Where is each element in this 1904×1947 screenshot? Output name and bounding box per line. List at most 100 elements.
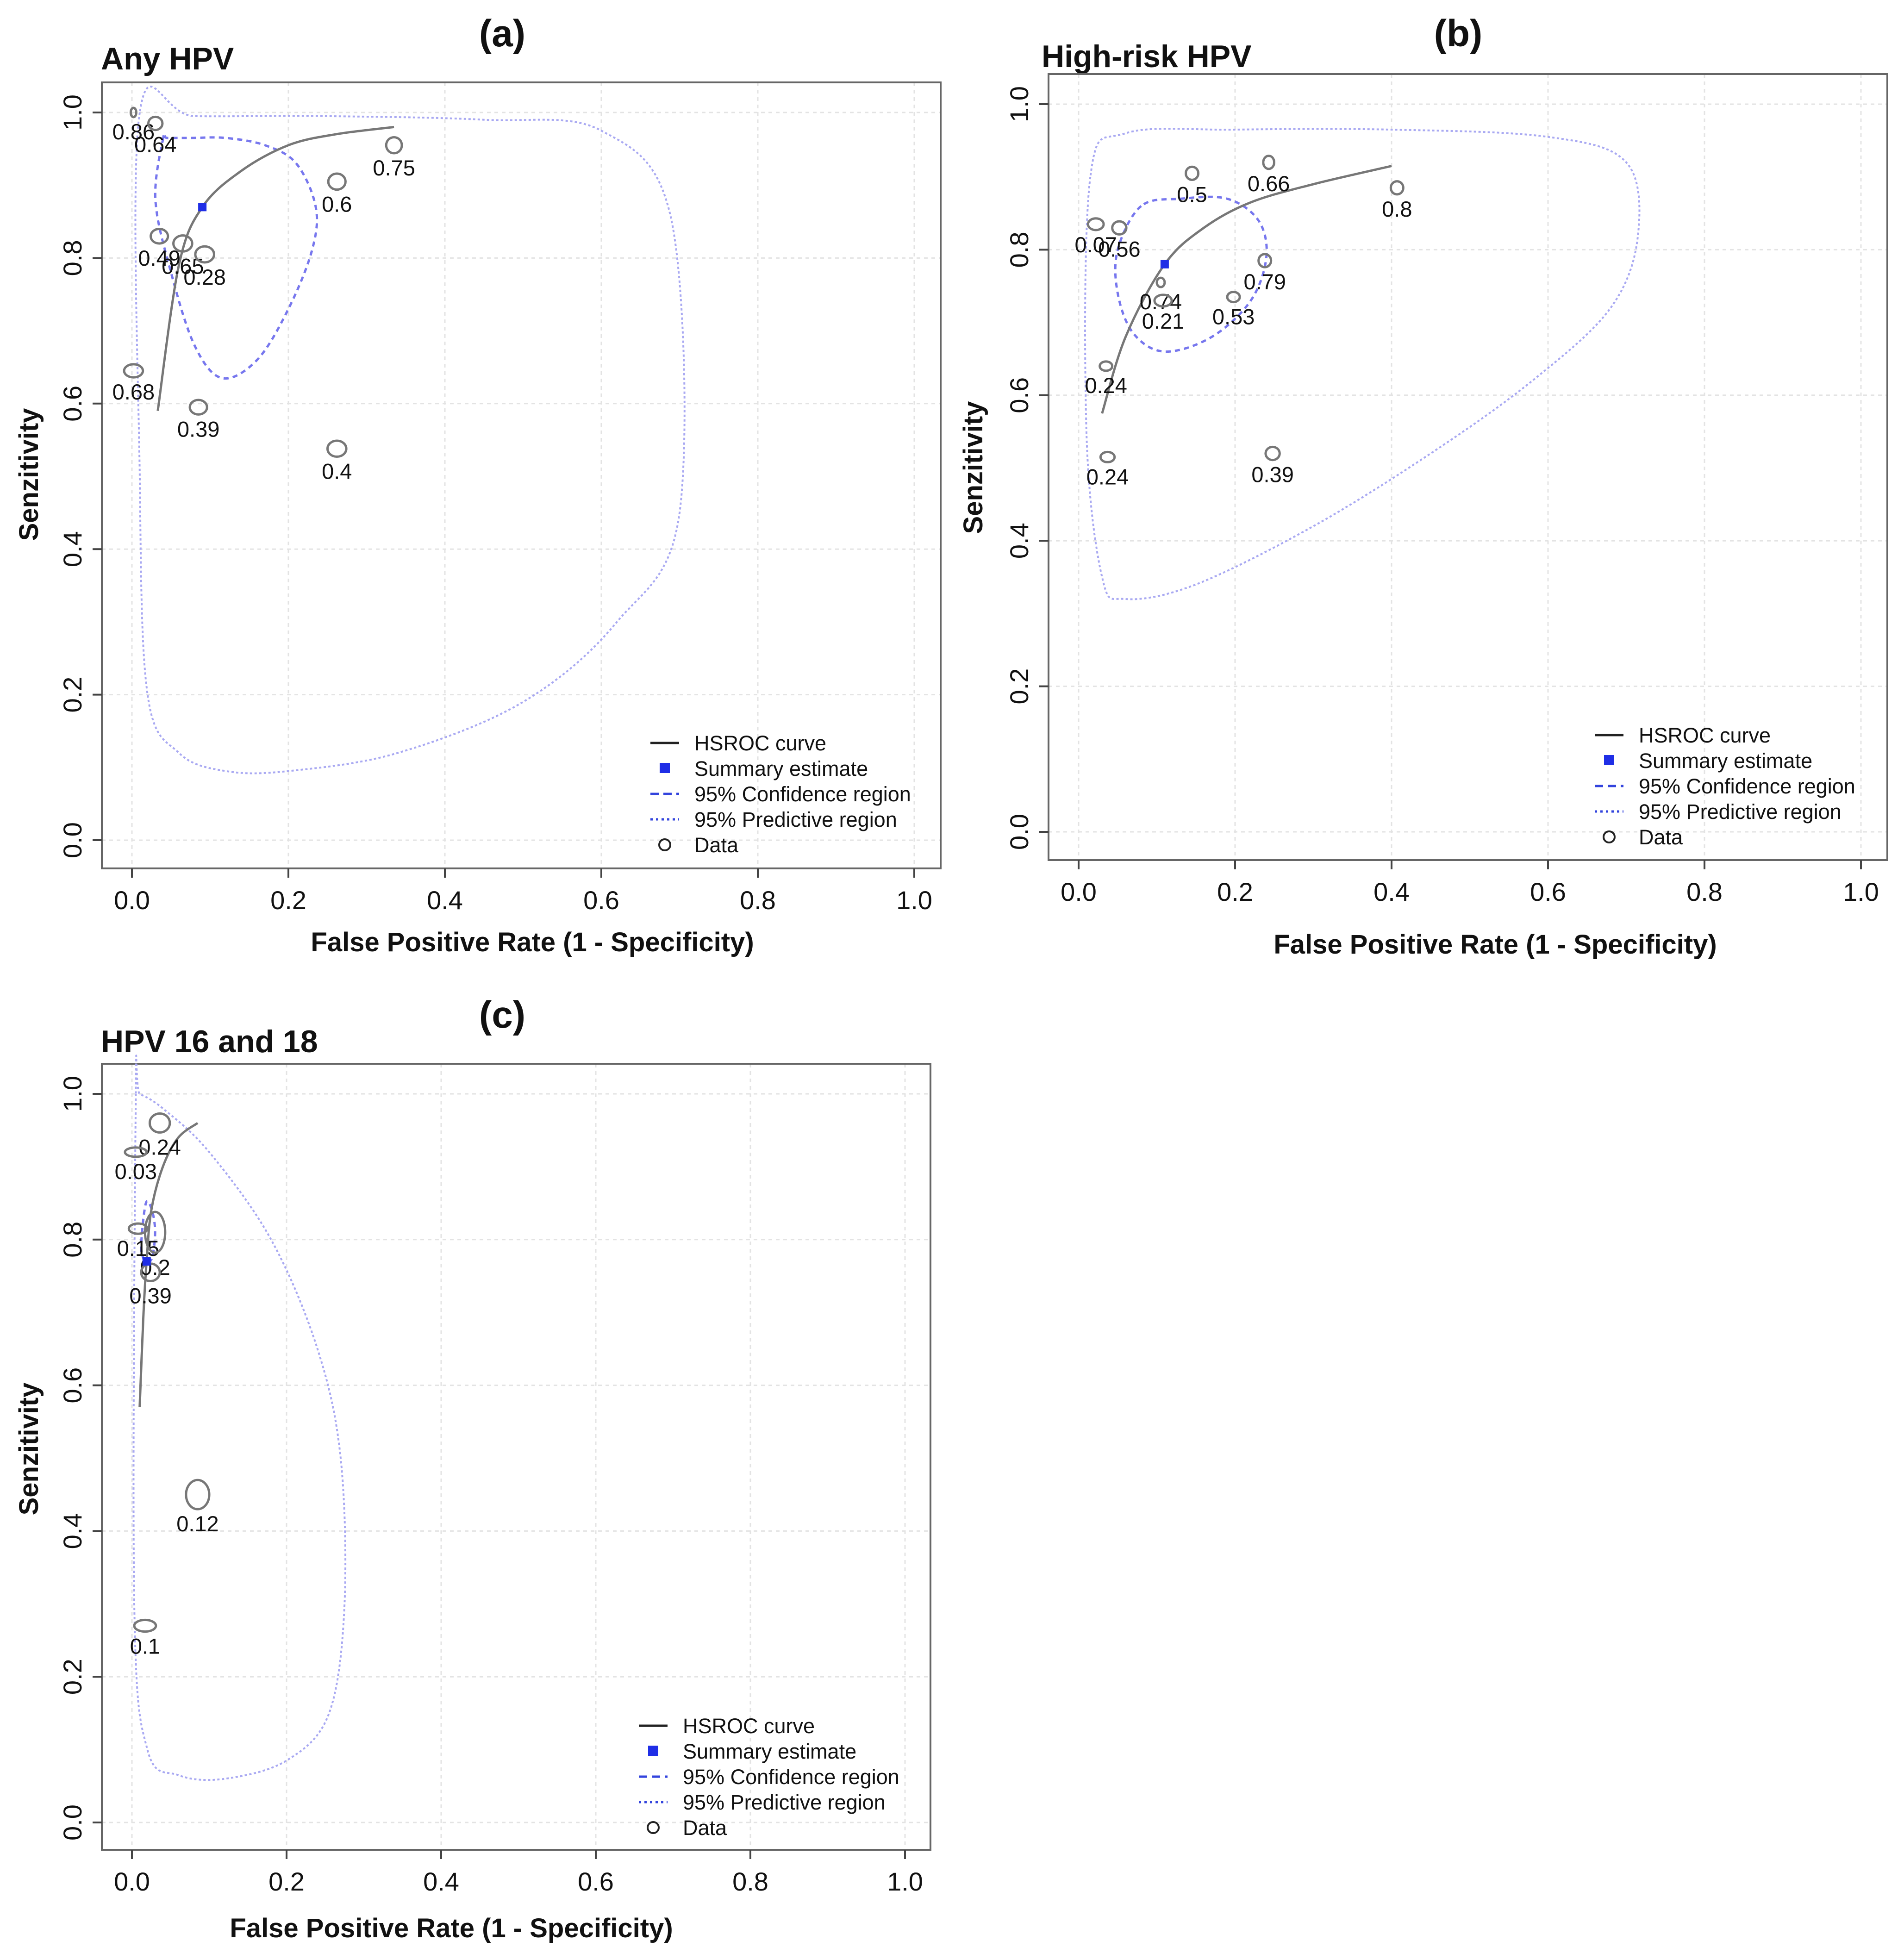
data-point bbox=[1262, 155, 1275, 170]
data-point bbox=[127, 1222, 149, 1235]
data-point-label: 0.74 bbox=[1140, 289, 1182, 314]
data-point-label: 0.8 bbox=[1382, 197, 1412, 221]
panel-label: (c) bbox=[479, 994, 525, 1036]
y-tick-label: 0.4 bbox=[58, 1513, 87, 1549]
y-tick-label: 0.4 bbox=[1005, 523, 1034, 559]
data-point-label: 0.66 bbox=[1248, 171, 1290, 196]
chart-panel-0: (a) Any HPV 0.0 0.2 0.4 0.6 0.8 1.0 0.0 0.2 0.4 0.6… bbox=[14, 12, 942, 957]
data-point bbox=[385, 136, 403, 155]
panel-label: (a) bbox=[479, 12, 525, 55]
data-point bbox=[185, 1479, 211, 1510]
data-point-label: 0.15 bbox=[117, 1236, 159, 1261]
data-point-label: 0.64 bbox=[134, 132, 176, 157]
legend-label: Summary estimate bbox=[1639, 749, 1812, 773]
x-tick-label: 0.6 bbox=[578, 1867, 614, 1896]
y-tick-label: 0.0 bbox=[58, 1804, 87, 1841]
y-tick-label: 0.2 bbox=[58, 1659, 87, 1695]
data-point bbox=[1086, 217, 1105, 231]
plot-frame bbox=[101, 1063, 931, 1851]
predictive-region bbox=[132, 1055, 347, 1781]
data-point-label: 0.4 bbox=[322, 459, 352, 484]
summary-estimate bbox=[142, 1257, 151, 1266]
data-point bbox=[124, 1146, 148, 1158]
x-tick-label: 1.0 bbox=[896, 886, 932, 915]
chart-title: HPV 16 and 18 bbox=[101, 1024, 318, 1059]
data-point-label: 0.68 bbox=[112, 380, 155, 404]
legend-label: Summary estimate bbox=[694, 757, 868, 780]
y-tick-label: 0.8 bbox=[58, 1222, 87, 1258]
panel-label: (b) bbox=[1434, 12, 1483, 55]
y-tick-label: 0.4 bbox=[58, 531, 87, 567]
y-tick-label: 0.2 bbox=[58, 677, 87, 713]
y-tick-label: 1.0 bbox=[1005, 86, 1034, 122]
legend-data-symbol bbox=[1603, 830, 1616, 843]
data-point-label: 0.53 bbox=[1212, 305, 1255, 329]
chart-title: Any HPV bbox=[101, 41, 234, 76]
data-point bbox=[327, 172, 347, 191]
data-point bbox=[1226, 291, 1241, 304]
data-point-label: 0.56 bbox=[1098, 237, 1140, 261]
legend-label: Data bbox=[694, 833, 739, 857]
y-tick-label: 0.6 bbox=[58, 1367, 87, 1404]
predictive-region bbox=[1084, 128, 1641, 600]
data-point bbox=[172, 234, 194, 253]
plot-frame bbox=[101, 81, 942, 869]
x-tick-label: 1.0 bbox=[887, 1867, 923, 1896]
y-tick-label: 1.0 bbox=[58, 94, 87, 131]
x-tick-label: 1.0 bbox=[1843, 877, 1879, 906]
data-point bbox=[1257, 253, 1273, 268]
chart-panel-2: (c) HPV 16 and 18 0.0 0.2 0.4 0.6 0.8 1.0 0.0 0.2… bbox=[14, 994, 931, 1943]
data-point-label: 0.5 bbox=[1177, 182, 1207, 206]
plot-frame bbox=[1048, 73, 1888, 861]
chart-title: High-risk HPV bbox=[1042, 39, 1251, 74]
x-axis-title: False Positive Rate (1 - Specificity) bbox=[1273, 930, 1717, 960]
data-point-label: 0.49 bbox=[138, 246, 180, 270]
hsroc-curve bbox=[138, 1122, 199, 1407]
y-tick-label: 0.8 bbox=[58, 240, 87, 276]
y-tick-label: 0.6 bbox=[58, 386, 87, 422]
data-point-label: 0.39 bbox=[1251, 462, 1293, 487]
legend-summary-symbol bbox=[648, 1746, 658, 1756]
data-point-label: 0.12 bbox=[176, 1511, 218, 1536]
legend-data-symbol bbox=[658, 838, 671, 851]
data-point bbox=[1185, 165, 1200, 181]
legend-label: 95% Predictive region bbox=[694, 808, 897, 831]
data-point-label: 0.03 bbox=[115, 1159, 157, 1184]
x-tick-label: 0.4 bbox=[427, 886, 463, 915]
data-point-label: 0.6 bbox=[322, 192, 352, 217]
chart-panel-1: (b) High-risk HPV 0.0 0.2 0.4 0.6 0.8 1.0 0.0 0.2… bbox=[958, 12, 1888, 960]
legend-label: HSROC curve bbox=[1639, 724, 1771, 747]
x-tick-label: 0.0 bbox=[114, 1867, 150, 1896]
data-point bbox=[1099, 450, 1116, 463]
legend-summary-symbol bbox=[660, 763, 670, 773]
y-tick-label: 1.0 bbox=[58, 1076, 87, 1112]
x-tick-label: 0.2 bbox=[1217, 877, 1253, 906]
data-point bbox=[326, 439, 348, 458]
data-point bbox=[148, 1112, 171, 1134]
y-tick-label: 0.2 bbox=[1005, 668, 1034, 705]
legend-label: HSROC curve bbox=[683, 1714, 815, 1738]
data-point-label: 0.21 bbox=[1142, 309, 1184, 333]
y-axis-title: Senzitivity bbox=[14, 1383, 44, 1516]
y-tick-label: 0.8 bbox=[1005, 231, 1034, 268]
legend-summary-symbol bbox=[1604, 755, 1614, 765]
data-point bbox=[123, 363, 144, 379]
x-tick-label: 0.0 bbox=[114, 886, 150, 915]
data-point bbox=[1264, 445, 1281, 462]
grid bbox=[102, 1064, 930, 1850]
data-point bbox=[147, 115, 164, 131]
y-tick-label: 0.0 bbox=[1005, 814, 1034, 850]
confidence-region bbox=[140, 1200, 156, 1264]
y-axis-title: Senzitivity bbox=[14, 408, 44, 541]
y-tick-label: 0.0 bbox=[58, 822, 87, 858]
data-point-label: 0.24 bbox=[1086, 464, 1129, 489]
legend-label: 95% Confidence region bbox=[1639, 774, 1855, 798]
x-axis-title: False Positive Rate (1 - Specificity) bbox=[311, 927, 754, 957]
legend-label: 95% Confidence region bbox=[683, 1765, 899, 1789]
predictive-region bbox=[134, 86, 686, 774]
x-tick-label: 0.4 bbox=[1373, 877, 1410, 906]
